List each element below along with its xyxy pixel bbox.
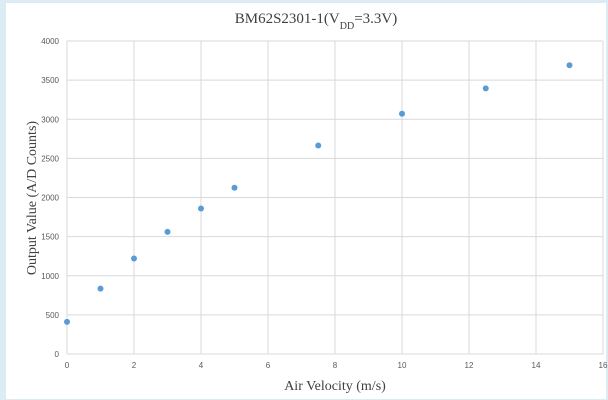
x-tick-label: 16 — [599, 361, 608, 370]
y-tick-label: 1500 — [41, 233, 59, 242]
y-tick-label: 2500 — [41, 154, 59, 163]
x-tick-label: 2 — [132, 361, 137, 370]
y-tick-label: 1000 — [41, 272, 59, 281]
x-tick-label: 6 — [266, 361, 271, 370]
chart-title-subscript: DD — [340, 21, 354, 32]
y-tick-label: 2000 — [41, 194, 59, 203]
data-point — [315, 142, 322, 149]
gridlines — [66, 40, 604, 355]
x-tick-label: 0 — [65, 361, 70, 370]
data-point — [231, 184, 238, 191]
y-axis-title: Output Value (A/D Counts) — [25, 121, 40, 275]
y-tick-label: 500 — [46, 311, 60, 320]
chart-title: BM62S2301-1(VDD=3.3V) — [235, 11, 398, 32]
y-tick-label: 3000 — [41, 115, 59, 124]
chart-panel — [6, 3, 606, 399]
data-point — [164, 228, 171, 235]
y-tick-label: 3500 — [41, 76, 59, 85]
data-point — [131, 255, 137, 262]
data-point — [97, 285, 104, 292]
x-axis-title: Air Velocity (m/s) — [284, 379, 386, 394]
x-tick-label: 8 — [333, 361, 338, 370]
tick-labels: 0 2 4 6 8 10 12 14 16 0 500 1000 1500 2000 2500 3000 350… — [41, 37, 608, 370]
data-point — [399, 110, 405, 117]
data-point — [198, 205, 204, 212]
x-tick-label: 4 — [199, 361, 204, 370]
y-tick-label: 0 — [55, 350, 60, 359]
data-points — [64, 62, 573, 325]
data-point — [566, 62, 573, 69]
data-point — [64, 318, 70, 325]
data-point — [482, 85, 489, 92]
x-tick-label: 12 — [465, 361, 474, 370]
y-tick-label: 4000 — [41, 37, 59, 46]
x-tick-label: 14 — [532, 361, 541, 370]
x-tick-label: 10 — [398, 361, 407, 370]
